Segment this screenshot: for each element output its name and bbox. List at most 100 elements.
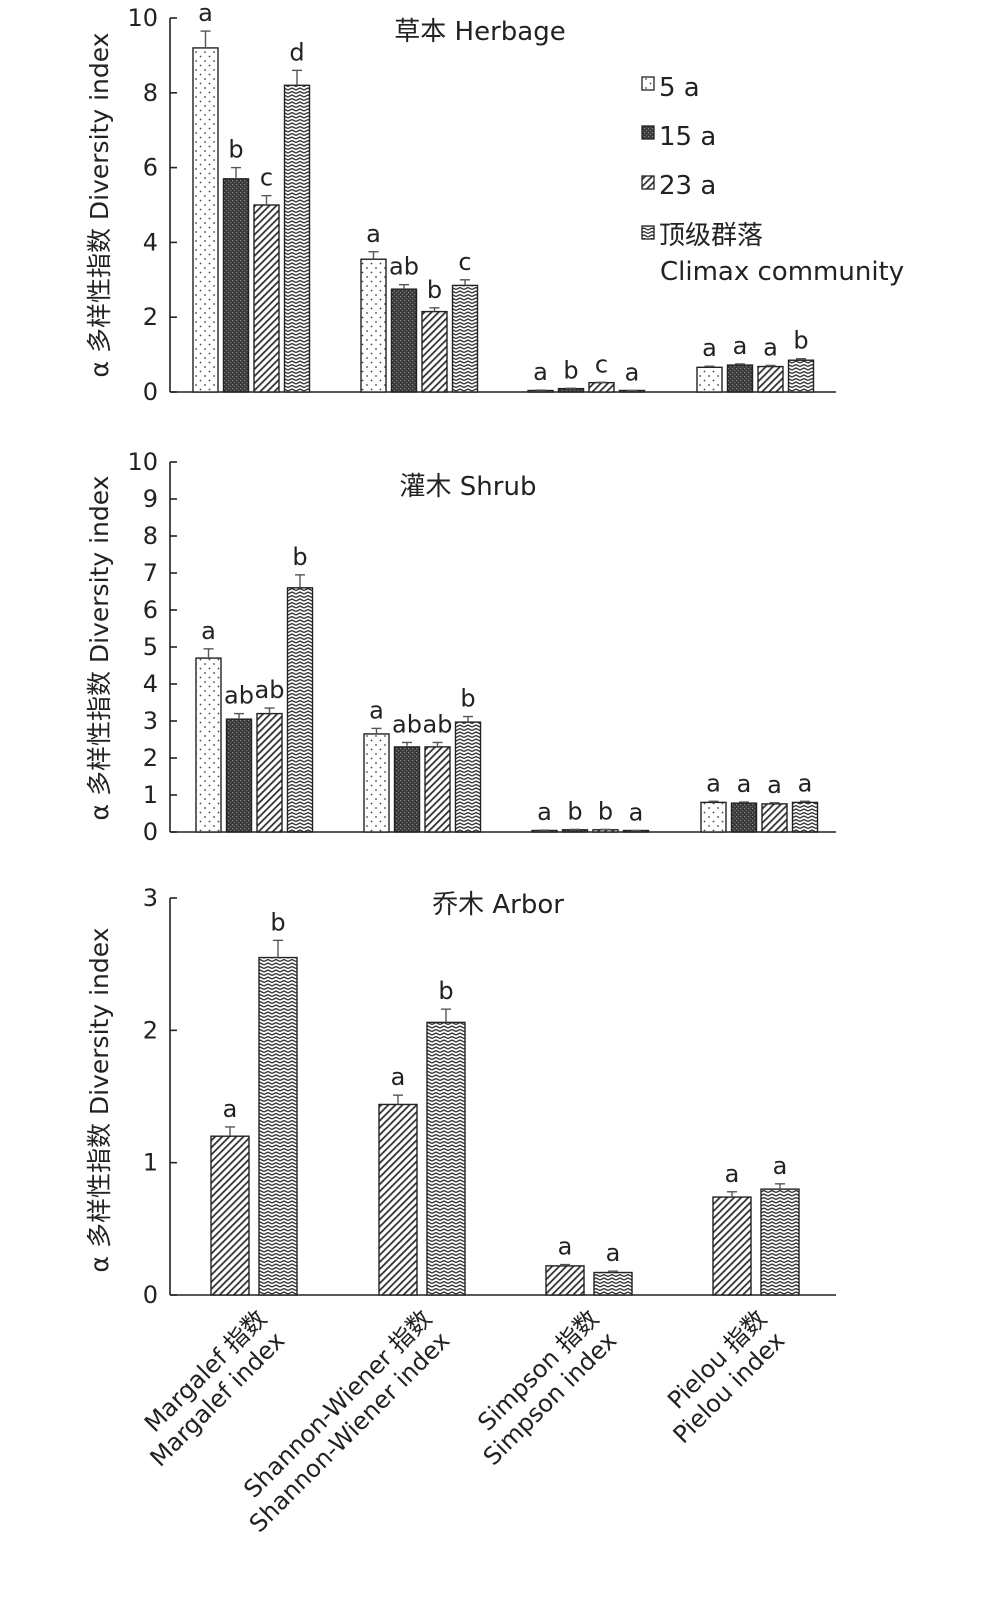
arbor-bars — [210, 956, 800, 1296]
herbage-panel: 草本 Herbage α 多样性指数 Diversity index 0 2 4 6 8… — [85, 0, 836, 406]
legend-swatch-15a — [641, 125, 655, 140]
significance-letter: a — [773, 1152, 788, 1180]
shrub-title: 灌木 Shrub — [400, 472, 537, 502]
significance-letter: a — [198, 0, 213, 27]
significance-letter: a — [733, 332, 748, 360]
shrub-bars — [195, 587, 819, 833]
y-tick-label: 8 — [143, 522, 158, 550]
y-tick-label: 2 — [143, 1016, 158, 1044]
significance-letter: a — [391, 1063, 406, 1091]
y-tick-label: 4 — [143, 228, 158, 256]
y-tick-label: 10 — [127, 448, 158, 476]
significance-letter: b — [292, 543, 307, 571]
legend-swatch-23a — [641, 175, 655, 190]
y-tick-label: 10 — [127, 4, 158, 32]
bar-23-a-2 — [588, 381, 615, 393]
significance-letter: b — [270, 908, 285, 936]
bar-climax-community-1 — [454, 721, 482, 833]
significance-letter: a — [606, 1239, 621, 1267]
significance-letter: b — [460, 685, 475, 713]
bar-5-a-1 — [360, 258, 387, 393]
bar-climax-community-2 — [593, 1271, 633, 1296]
arbor-y-axis-label: α 多样性指数 Diversity index — [85, 928, 114, 1273]
bar-climax-community-3 — [791, 801, 819, 833]
y-tick-label: 1 — [143, 1149, 158, 1177]
legend-label-climax-en: Climax community — [660, 257, 904, 287]
bar-23-a-2 — [545, 1265, 585, 1296]
significance-letter: c — [595, 350, 608, 378]
significance-letter: a — [737, 770, 752, 798]
bar-15-a-1 — [393, 746, 421, 833]
bar-15-a-1 — [390, 288, 418, 393]
bar-23-a-1 — [424, 746, 451, 833]
shrub-panel: 灌木 Shrub α 多样性指数 Diversity index 0 1 2 3 4 5 6… — [85, 448, 836, 846]
y-tick-label: 0 — [143, 818, 158, 846]
herbage-axes: 0 2 4 6 8 10 — [127, 4, 836, 406]
herbage-title: 草本 Herbage — [394, 17, 565, 47]
legend: 5 a 15 a 23 a 顶级群落 Climax community — [641, 73, 904, 287]
significance-letter: a — [706, 769, 721, 797]
y-tick-label: 0 — [143, 378, 158, 406]
bar-climax-community-0 — [286, 587, 314, 833]
significance-letter: ab — [224, 682, 254, 710]
significance-letter: a — [798, 769, 813, 797]
significance-letter: c — [458, 248, 471, 276]
significance-letter: a — [702, 334, 717, 362]
bar-23-a-2 — [592, 829, 619, 833]
significance-letter: a — [767, 771, 782, 799]
y-tick-label: 6 — [143, 154, 158, 182]
bar-15-a-0 — [225, 718, 253, 833]
significance-letter: a — [369, 696, 384, 724]
y-tick-label: 3 — [143, 707, 158, 735]
bar-15-a-3 — [726, 364, 754, 393]
bar-15-a-2 — [557, 387, 585, 393]
shrub-error-bars — [203, 574, 810, 832]
significance-letter: a — [763, 333, 778, 361]
significance-letter: b — [228, 136, 243, 164]
significance-letter: b — [567, 797, 582, 825]
bar-climax-community-0 — [283, 84, 311, 393]
significance-letter: b — [598, 797, 613, 825]
bar-5-a-3 — [696, 366, 723, 393]
significance-letter: ab — [392, 710, 422, 738]
significance-letter: b — [563, 356, 578, 384]
significance-letter: c — [260, 164, 273, 192]
bar-climax-community-3 — [760, 1188, 800, 1296]
significance-letter: ab — [423, 710, 453, 738]
bar-15-a-3 — [730, 802, 758, 833]
significance-letter: a — [629, 799, 644, 827]
bar-climax-community-3 — [787, 359, 815, 393]
significance-letter: a — [533, 358, 548, 386]
significance-letter: a — [366, 220, 381, 248]
significance-letter: a — [725, 1160, 740, 1188]
bar-23-a-3 — [757, 365, 784, 393]
bar-5-a-0 — [195, 657, 222, 833]
bar-5-a-0 — [192, 47, 219, 393]
significance-letter: b — [427, 276, 442, 304]
significance-letter: b — [793, 327, 808, 355]
bar-23-a-0 — [256, 712, 283, 833]
y-tick-label: 5 — [143, 633, 158, 661]
significance-letter: ab — [389, 253, 419, 281]
bar-23-a-1 — [378, 1103, 418, 1296]
significance-letter: b — [438, 977, 453, 1005]
y-tick-label: 3 — [143, 884, 158, 912]
significance-letter: a — [223, 1095, 238, 1123]
y-tick-label: 4 — [143, 670, 158, 698]
y-tick-label: 8 — [143, 79, 158, 107]
significance-letter: a — [558, 1233, 573, 1261]
bar-23-a-0 — [210, 1135, 250, 1296]
bar-15-a-2 — [561, 829, 589, 833]
significance-letter: a — [537, 798, 552, 826]
bar-23-a-0 — [253, 204, 280, 393]
y-tick-label: 1 — [143, 781, 158, 809]
significance-letter: d — [289, 38, 304, 66]
bar-climax-community-1 — [426, 1021, 466, 1296]
legend-label-23a: 23 a — [659, 171, 716, 201]
significance-letter: a — [201, 617, 216, 645]
